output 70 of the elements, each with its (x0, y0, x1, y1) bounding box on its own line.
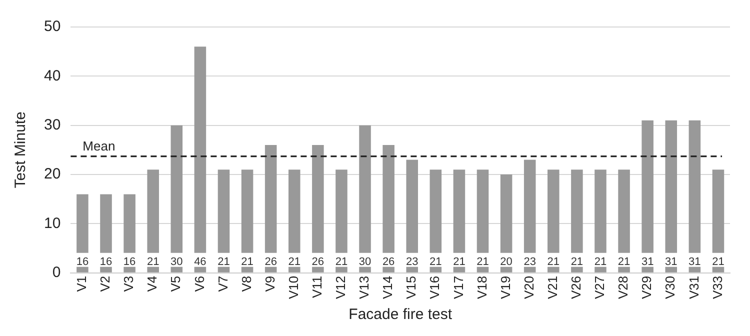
data-label: 26 (382, 256, 395, 268)
x-tick-label: V12 (333, 276, 348, 300)
data-label: 16 (100, 256, 112, 268)
data-label: 21 (453, 256, 466, 268)
x-tick-label: V15 (404, 276, 419, 300)
bar (312, 145, 324, 272)
x-tick-label: V29 (639, 276, 654, 300)
data-label: 23 (406, 256, 418, 268)
data-label: 21 (430, 256, 442, 268)
x-tick-label: V5 (168, 276, 184, 292)
data-label: 21 (335, 256, 348, 268)
x-tick-label: V21 (544, 276, 560, 300)
x-tick-label: V17 (450, 276, 466, 300)
data-label: 16 (76, 256, 89, 268)
bar (194, 46, 206, 272)
x-tick-label: V4 (144, 276, 160, 292)
data-label: 31 (665, 256, 678, 268)
ref-line-label: Mean (82, 138, 116, 154)
x-tick-label: V3 (121, 276, 136, 292)
x-tick-label: V11 (310, 276, 325, 298)
data-label: 21 (618, 256, 630, 268)
y-axis-title: Test Minute (12, 112, 30, 188)
y-tick-label: 50 (44, 18, 61, 36)
x-tick-label: V13 (356, 276, 372, 300)
data-label: 21 (288, 256, 301, 268)
x-tick-label: V18 (474, 276, 490, 300)
x-tick-label: V31 (686, 276, 702, 300)
data-label: 16 (123, 256, 136, 268)
x-tick-label: V33 (710, 276, 725, 300)
y-tick-label: 0 (52, 264, 61, 282)
data-label: 21 (547, 256, 560, 268)
y-tick-label: 10 (44, 214, 61, 232)
x-axis-title: Facade fire test (348, 306, 453, 324)
x-tick-label: V6 (192, 276, 207, 292)
data-label: 30 (358, 256, 372, 268)
x-tick-label: V10 (286, 276, 301, 300)
bar (665, 120, 678, 272)
data-label: 21 (712, 256, 724, 268)
data-label: 26 (264, 256, 277, 268)
x-tick-label: V7 (215, 276, 230, 292)
y-tick-label: 20 (44, 166, 61, 183)
x-tick-label: V28 (616, 276, 631, 300)
x-tick-label: V26 (568, 276, 584, 300)
data-label: 31 (641, 256, 654, 268)
x-tick-label: V30 (662, 276, 678, 300)
y-tick-label: 30 (44, 116, 61, 134)
bar (382, 145, 394, 272)
x-tick-label: V19 (498, 276, 513, 300)
data-label: 30 (170, 256, 183, 268)
x-tick-label: V16 (427, 276, 442, 300)
x-tick-label: V1 (74, 276, 90, 292)
bar (359, 125, 371, 272)
data-label: 21 (218, 256, 230, 268)
x-tick-label: V14 (380, 276, 396, 300)
data-label: 20 (500, 256, 512, 268)
y-tick-label: 40 (44, 67, 61, 84)
data-label: 21 (594, 256, 607, 268)
data-label: 26 (312, 256, 324, 268)
x-tick-label: V20 (521, 276, 536, 300)
data-label: 31 (688, 256, 701, 268)
data-label: 46 (194, 256, 206, 268)
data-label: 21 (570, 256, 584, 268)
data-label: 23 (524, 256, 536, 268)
data-label: 21 (241, 256, 254, 268)
x-tick-label: V9 (262, 276, 278, 292)
x-tick-label: V27 (592, 276, 608, 300)
data-label: 21 (476, 256, 489, 268)
data-label: 21 (146, 256, 160, 268)
x-tick-label: V2 (98, 276, 113, 292)
x-tick-label: V8 (238, 276, 254, 292)
